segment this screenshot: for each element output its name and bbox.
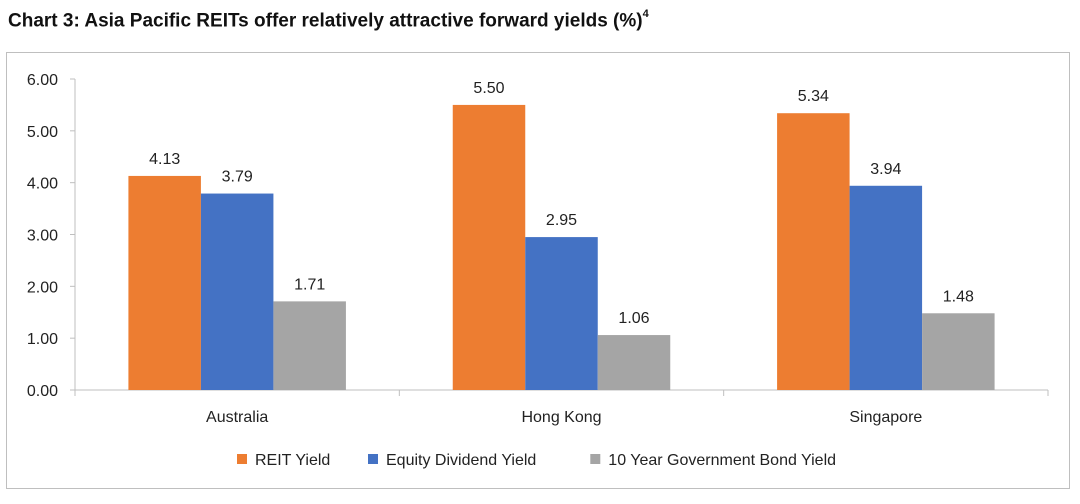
y-tick-label: 4.00 [27,176,58,193]
y-tick-label: 0.00 [27,383,58,400]
data-label: 5.34 [798,88,829,105]
chart-title-text: Chart 3: Asia Pacific REITs offer relati… [8,10,643,32]
data-label: 3.94 [870,161,901,178]
y-tick-label: 2.00 [27,279,58,296]
bar [777,113,850,391]
bar [922,313,995,390]
y-tick-label: 5.00 [27,124,58,141]
y-tick-label: 1.00 [27,331,58,348]
data-label: 5.50 [473,80,504,97]
data-label: 1.48 [943,288,974,305]
bar [273,301,346,390]
x-category-label: Hong Kong [521,409,601,426]
legend-label: REIT Yield [255,452,330,469]
x-category-label: Australia [206,409,268,426]
data-label: 1.06 [618,310,649,327]
data-label: 2.95 [546,212,577,229]
y-tick-label: 6.00 [27,72,58,89]
chart-frame [6,52,1070,489]
legend-label: Equity Dividend Yield [386,452,536,469]
legend-swatch [237,454,247,464]
bar [200,193,274,390]
bar [525,237,598,390]
bar [597,335,671,390]
x-category-label: Singapore [849,409,922,426]
data-label: 4.13 [149,151,180,168]
data-label: 1.71 [294,276,325,293]
chart-title: Chart 3: Asia Pacific REITs offer relati… [8,8,649,32]
bar [452,104,526,391]
y-tick-label: 3.00 [27,228,58,245]
legend-swatch [590,454,601,464]
data-label: 3.79 [222,169,253,186]
bar [849,185,923,390]
chart-title-footnote: 4 [642,8,649,20]
legend-swatch [368,454,378,464]
bar [128,175,201,390]
legend-label: 10 Year Government Bond Yield [608,452,836,469]
